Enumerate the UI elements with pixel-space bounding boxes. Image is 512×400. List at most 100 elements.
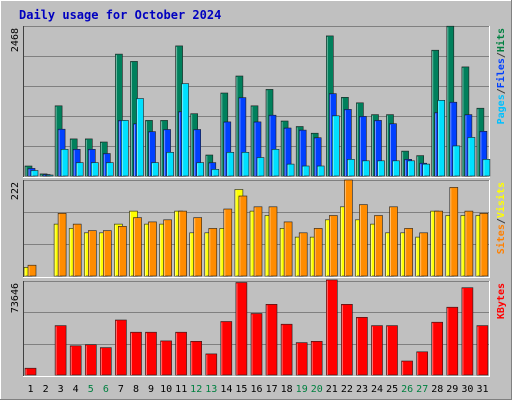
kbytes-bar-kbytes-14 — [220, 321, 233, 376]
kbytes-bar-kbytes-25 — [386, 325, 398, 376]
kbytes-bar-kbytes-21 — [325, 279, 338, 376]
visits-bar-sites-31 — [479, 213, 489, 277]
x-tick-label-30: 30 — [461, 384, 473, 395]
kbytes-bar-kbytes-20 — [310, 340, 323, 376]
x-tick-label-10: 10 — [160, 384, 172, 395]
hits-bar-pages-11 — [181, 83, 189, 177]
hits-bar-pages-1 — [30, 170, 39, 177]
kbytes-bar-kbytes-17 — [265, 303, 278, 376]
visits-bar-sites-9 — [148, 221, 157, 277]
hits-bar-pages-5 — [91, 162, 99, 177]
hits-bar-pages-17 — [271, 149, 280, 177]
hits-bar-pages-23 — [362, 160, 370, 177]
x-tick-label-8: 8 — [133, 384, 139, 395]
visits-bar-sites-21 — [328, 215, 338, 277]
visits-bar-sites-24 — [374, 215, 383, 277]
hits-bar-pages-7 — [121, 120, 129, 177]
visits-bar-sites-22 — [344, 179, 353, 277]
x-tick-label-1: 1 — [27, 384, 33, 395]
x-tick-label-15: 15 — [235, 384, 247, 395]
kbytes-bar-kbytes-11 — [175, 331, 187, 376]
hits-bar-pages-10 — [166, 152, 174, 177]
kbytes-bar-kbytes-12 — [190, 340, 202, 376]
visits-bar-sites-15 — [238, 195, 248, 277]
visits-bar-sites-25 — [389, 206, 398, 277]
kbytes-bar-kbytes-29 — [446, 306, 459, 376]
visits-bar-sites-5 — [88, 230, 97, 277]
visits-bar-sites-26 — [404, 228, 413, 277]
x-tick-label-19: 19 — [296, 384, 308, 395]
legend-entry: / — [496, 88, 507, 94]
kbytes-bar-kbytes-7 — [115, 319, 127, 376]
kbytes-bar-kbytes-15 — [235, 282, 248, 376]
hits-bar-pages-31 — [482, 159, 491, 177]
hits-bar-pages-8 — [136, 98, 144, 177]
x-tick-label-9: 9 — [148, 384, 154, 395]
legend-entry: Hits — [495, 28, 507, 52]
kbytes-bar-kbytes-23 — [356, 316, 368, 376]
kbytes-bar-kbytes-22 — [341, 303, 353, 376]
kbytes-bar-kbytes-4 — [69, 345, 82, 376]
visits-bar-sites-13 — [208, 228, 218, 277]
kbytes-bar-kbytes-5 — [85, 344, 97, 376]
visits-bar-sites-6 — [103, 230, 112, 277]
hits-bar-pages-15 — [241, 152, 250, 177]
visits-bar-sites-19 — [298, 232, 308, 277]
visits-bar-sites-8 — [133, 217, 142, 277]
legend-entry: Visits — [495, 182, 507, 218]
hits-bar-pages-27 — [422, 163, 431, 177]
x-tick-label-3: 3 — [58, 384, 64, 395]
kbytes-bar-kbytes-16 — [250, 313, 263, 376]
x-tick-label-2: 2 — [43, 384, 49, 395]
panel-visits: 222 Sites/Visits — [10, 179, 507, 278]
legend-hits: Pages/Files/Hits — [495, 28, 507, 124]
legend-entry: KBytes — [496, 283, 507, 319]
hits-bar-pages-28 — [437, 100, 446, 177]
y-max-label: 2468 — [10, 28, 21, 52]
x-tick-label-18: 18 — [281, 384, 293, 395]
kbytes-bar-kbytes-10 — [160, 340, 172, 376]
legend-entry: Sites — [495, 224, 507, 254]
x-tick-label-6: 6 — [103, 384, 109, 395]
x-tick-label-29: 29 — [446, 384, 458, 395]
visits-bar-sites-1 — [27, 264, 37, 277]
hits-bar-pages-29 — [452, 145, 461, 177]
x-tick-label-11: 11 — [175, 384, 187, 395]
x-tick-label-5: 5 — [88, 384, 94, 395]
visits-bar-sites-16 — [253, 206, 263, 277]
legend-kbytes: KBytes — [496, 283, 507, 319]
x-tick-label-27: 27 — [416, 384, 428, 395]
visits-bar-sites-23 — [359, 204, 368, 277]
kbytes-bar-kbytes-8 — [130, 331, 142, 376]
kbytes-bar-kbytes-30 — [461, 287, 474, 376]
kbytes-bar-kbytes-27 — [416, 351, 429, 376]
visits-bar-sites-20 — [313, 228, 323, 277]
hits-bar-pages-16 — [256, 157, 265, 177]
kbytes-bar-kbytes-19 — [295, 342, 308, 376]
hits-bar-pages-14 — [226, 152, 235, 177]
kbytes-bar-kbytes-1 — [24, 367, 37, 376]
x-tick-label-13: 13 — [205, 384, 217, 395]
x-axis-labels: 1 2 3 4 5 6 7 8 9 10 11 12 13 14 15 16 17 18 19 20 21 22 23 24 2… — [27, 384, 488, 395]
visits-bar-sites-17 — [268, 206, 278, 277]
legend-entry: / — [496, 52, 507, 58]
hits-bar-pages-20 — [316, 165, 325, 177]
x-tick-label-17: 17 — [266, 384, 278, 395]
x-tick-label-16: 16 — [250, 384, 262, 395]
x-tick-label-28: 28 — [431, 384, 443, 395]
x-tick-label-12: 12 — [190, 384, 202, 395]
visits-bar-sites-27 — [419, 232, 429, 277]
x-tick-label-21: 21 — [326, 384, 338, 395]
kbytes-bar-kbytes-26 — [401, 360, 413, 376]
kbytes-bar-kbytes-28 — [431, 321, 444, 376]
hits-bar-pages-22 — [347, 159, 355, 177]
x-tick-label-24: 24 — [371, 384, 383, 395]
legend-entry: / — [496, 218, 507, 224]
x-tick-label-7: 7 — [118, 384, 124, 395]
hits-bar-pages-6 — [106, 162, 114, 177]
chart-title: Daily usage for October 2024 — [19, 8, 221, 22]
visits-bar-sites-11 — [178, 210, 187, 277]
hits-bar-pages-18 — [286, 163, 295, 177]
panel-kbytes: 73646 KBytes — [10, 279, 507, 377]
hits-bar-pages-26 — [407, 160, 415, 177]
